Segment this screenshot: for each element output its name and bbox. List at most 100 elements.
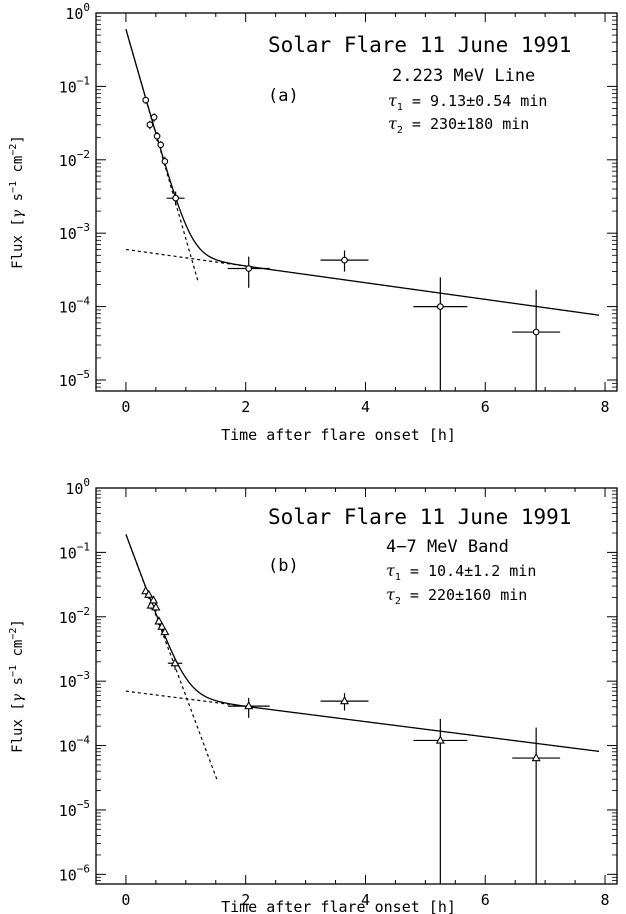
data-point bbox=[320, 250, 369, 272]
y-tick-base: 10 bbox=[59, 225, 77, 243]
fit-parameter: τ1 = 10.4±1.2 min bbox=[386, 561, 536, 583]
y-tick-base: 10 bbox=[59, 78, 77, 96]
y-tick-label: 10−1 bbox=[59, 540, 90, 562]
fit-parameter: τ2 = 220±160 min bbox=[386, 585, 527, 607]
data-point bbox=[151, 602, 161, 612]
y-tick-base: 10 bbox=[59, 673, 77, 691]
y-tick-label: 100 bbox=[65, 1, 90, 23]
circle-marker bbox=[341, 256, 348, 264]
tau-subscript: 2 bbox=[395, 596, 401, 607]
y-tick-label: 10−6 bbox=[59, 862, 90, 884]
x-tick-label: 8 bbox=[601, 891, 610, 909]
data-point bbox=[227, 256, 270, 288]
y-tick-label: 10−3 bbox=[59, 221, 90, 243]
triangle-marker bbox=[160, 626, 170, 636]
chart-title: Solar Flare 11 June 1991 bbox=[268, 505, 571, 529]
data-point bbox=[160, 626, 170, 637]
data-point bbox=[227, 697, 270, 718]
triangle-marker bbox=[531, 752, 541, 762]
data-point bbox=[413, 277, 468, 391]
y-tick-label: 10−2 bbox=[59, 605, 90, 627]
y-tick-base: 10 bbox=[59, 372, 77, 390]
y-tick-base: 10 bbox=[59, 738, 77, 756]
y-label-gamma: γ bbox=[10, 209, 26, 218]
triangle-marker bbox=[157, 621, 167, 630]
x-tick-label: 4 bbox=[361, 891, 370, 909]
data-point bbox=[154, 616, 164, 626]
x-axis-label: Time after flare onset [h] bbox=[221, 898, 456, 914]
y-tick-exponent: −5 bbox=[77, 798, 90, 811]
panel-label: (b) bbox=[268, 556, 299, 576]
data-point bbox=[157, 621, 167, 632]
y-label-s: s bbox=[10, 193, 26, 210]
data-point bbox=[157, 141, 165, 150]
curves bbox=[125, 534, 600, 780]
data-point bbox=[167, 657, 183, 670]
y-tick-base: 10 bbox=[59, 866, 77, 884]
tau-subscript: 1 bbox=[395, 572, 401, 583]
tau-symbol: τ bbox=[388, 91, 398, 110]
panel-label: (a) bbox=[268, 86, 299, 106]
y-tick-exponent: −1 bbox=[77, 540, 90, 553]
data-point bbox=[512, 727, 561, 884]
circle-marker bbox=[146, 121, 154, 129]
plot-frame bbox=[95, 487, 618, 885]
y-tick-label: 10−3 bbox=[59, 669, 90, 691]
tau-symbol: τ bbox=[388, 114, 398, 133]
data-point bbox=[320, 693, 369, 711]
y-tick-label: 100 bbox=[65, 476, 90, 498]
y-tick-base: 10 bbox=[59, 544, 77, 562]
y-label-s-exp: −1 bbox=[8, 665, 19, 677]
x-tick-label: 4 bbox=[361, 398, 370, 416]
triangle-marker bbox=[154, 616, 164, 625]
data-point bbox=[512, 289, 561, 391]
triangle-marker bbox=[339, 695, 350, 705]
y-tick-label: 10−1 bbox=[59, 74, 90, 96]
tau-subscript: 2 bbox=[397, 125, 403, 136]
curves bbox=[125, 29, 600, 316]
y-label-s: s bbox=[10, 677, 26, 694]
y-tick-exponent: −2 bbox=[77, 148, 90, 161]
fit-parameter-value: = 9.13±0.54 min bbox=[403, 92, 548, 110]
plot-frame bbox=[95, 12, 618, 392]
data-point bbox=[144, 589, 154, 599]
circle-marker bbox=[436, 303, 444, 310]
circle-marker bbox=[157, 141, 165, 149]
y-tick-label: 10−4 bbox=[59, 295, 91, 317]
circle-marker bbox=[150, 113, 158, 121]
triangle-marker bbox=[151, 602, 161, 611]
circle-marker bbox=[532, 328, 540, 336]
y-label-cm: cm bbox=[10, 640, 26, 665]
circle-marker bbox=[142, 96, 150, 104]
circle-marker bbox=[153, 132, 161, 140]
data-point bbox=[142, 96, 150, 104]
data-point bbox=[161, 156, 169, 167]
x-tick-label: 8 bbox=[601, 398, 610, 416]
data-point bbox=[148, 595, 159, 604]
y-tick-base: 10 bbox=[59, 299, 77, 317]
triangle-marker bbox=[148, 595, 159, 604]
y-label-close: ] bbox=[10, 135, 26, 143]
x-tick-label: 6 bbox=[481, 891, 490, 909]
y-label-text: Flux [ bbox=[10, 218, 26, 269]
triangle-marker bbox=[170, 658, 180, 667]
fit-parameter: τ2 = 230±180 min bbox=[388, 114, 529, 136]
y-tick-exponent: 0 bbox=[83, 476, 90, 489]
y-tick-base: 10 bbox=[59, 609, 77, 627]
fit-parameter-value: = 230±180 min bbox=[403, 115, 529, 133]
tau-symbol: τ bbox=[386, 561, 396, 580]
y-axis-label: Flux [γ s−1 cm−2] bbox=[8, 619, 26, 753]
y-tick-exponent: −3 bbox=[77, 669, 90, 682]
chart-title: Solar Flare 11 June 1991 bbox=[268, 33, 571, 57]
total-fit-line bbox=[125, 29, 600, 316]
fit-parameter: τ1 = 9.13±0.54 min bbox=[388, 91, 547, 113]
y-tick-exponent: −6 bbox=[77, 862, 90, 875]
triangle-marker bbox=[435, 735, 445, 744]
x-tick-label: 0 bbox=[121, 891, 130, 909]
circle-marker bbox=[245, 265, 253, 272]
y-label-cm-exp: −2 bbox=[8, 144, 19, 156]
y-tick-label: 10−2 bbox=[59, 148, 90, 170]
x-tick-label: 6 bbox=[481, 398, 490, 416]
